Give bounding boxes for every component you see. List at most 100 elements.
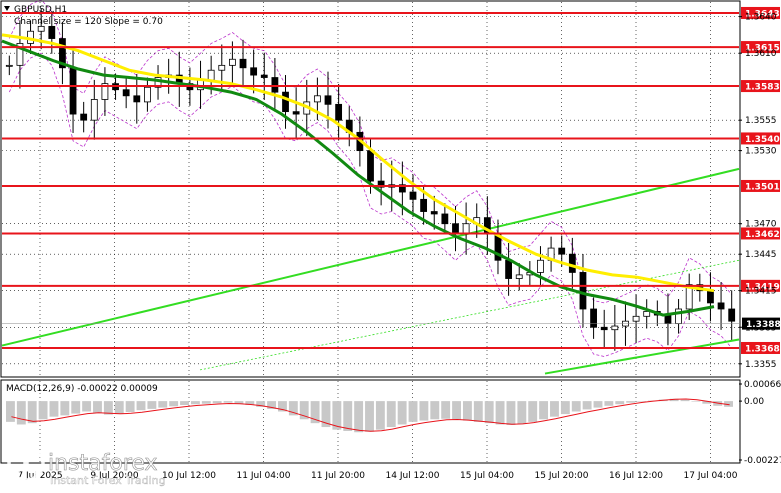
macd-bar <box>332 401 342 430</box>
time-axis-labels: 7 Jul 2025 9 Jul 20:00 10 Jul 12:00 11 Jul … <box>17 471 737 481</box>
candle-body <box>643 311 651 317</box>
candle-body <box>101 83 109 100</box>
candle-body <box>282 91 289 113</box>
macd-bar <box>169 401 179 407</box>
candle-body <box>207 69 215 81</box>
macd-bar <box>626 401 636 403</box>
macd-bar <box>299 401 309 420</box>
macd-bar <box>604 401 614 406</box>
macd-plot-frame <box>0 379 741 464</box>
price-tick-label: 1.3415 <box>745 287 777 297</box>
macd-bar <box>517 401 527 424</box>
candle-body <box>420 198 428 212</box>
time-tick-label: 11 Jul 20:00 <box>311 471 365 481</box>
candle-body <box>600 326 608 331</box>
macd-bar <box>691 401 701 402</box>
candle-body <box>579 272 587 310</box>
macd-header: MACD(12,26,9) -0.00022 0.00009 <box>6 384 158 394</box>
channel-lower-line <box>544 338 740 375</box>
macd-bar <box>484 401 494 424</box>
time-tick-label: 14 Jul 12:00 <box>386 471 440 481</box>
instaforex-watermark: instaforex Instant Forex Trading <box>7 444 166 487</box>
macd-bar <box>180 401 189 406</box>
candle-body <box>335 103 343 121</box>
candle-body <box>292 111 300 115</box>
macd-bar <box>16 401 26 425</box>
logo-slash-2 <box>13 450 39 476</box>
macd-bar <box>38 401 48 420</box>
macd-bar <box>637 401 646 402</box>
level-label: 1.3419 <box>745 282 780 292</box>
macd-tick-label: 0.00 <box>744 397 764 407</box>
macd-bar <box>452 401 461 420</box>
macd-bar <box>256 401 266 407</box>
candle-body <box>430 211 438 215</box>
candle-body <box>228 58 236 66</box>
price-tick-label: 1.3610 <box>745 49 777 59</box>
time-tick-label: 15 Jul 20:00 <box>535 471 589 481</box>
macd-bar <box>550 401 559 417</box>
macd-bar <box>462 401 472 421</box>
candle-body <box>48 25 56 39</box>
macd-bar <box>354 401 364 433</box>
macd-bar <box>212 401 222 404</box>
instaforex-logo-icon <box>7 444 45 482</box>
current-price-label: 1.3388 <box>746 320 781 330</box>
candle-body <box>611 325 619 331</box>
candle-body <box>324 95 332 105</box>
macd-bar <box>27 401 37 424</box>
macd-bar <box>71 401 81 414</box>
macd-bar <box>343 401 353 431</box>
candlesticks <box>5 8 736 351</box>
macd-bar <box>441 401 451 419</box>
envelope-lower <box>8 52 733 357</box>
macd-bar <box>114 401 124 415</box>
macd-bar <box>419 401 429 421</box>
candle-body <box>260 74 268 78</box>
candle-body <box>515 274 523 279</box>
macd-bar <box>397 401 407 425</box>
level-label-box <box>741 341 780 354</box>
level-label: 1.3501 <box>745 182 780 192</box>
symbol-menu-icon[interactable] <box>4 6 10 11</box>
macd-bar <box>103 401 113 415</box>
level-label-box <box>741 41 780 54</box>
candle-body <box>80 113 88 121</box>
candle-body <box>271 77 279 93</box>
candle-body <box>558 247 566 255</box>
candle-body <box>133 95 141 103</box>
candle-body <box>5 64 13 67</box>
candle-body <box>452 223 459 234</box>
macd-bar <box>680 399 690 402</box>
candle-body <box>717 302 725 310</box>
macd-bar <box>408 401 418 422</box>
macd-bar <box>125 401 135 413</box>
regression-channel <box>1 167 740 375</box>
symbol-header: GBPUSD,H1 <box>14 5 67 15</box>
candle-body <box>441 213 449 225</box>
candle-body <box>568 253 576 273</box>
level-label-box <box>741 6 780 19</box>
price-tick-label: 1.3530 <box>745 147 777 157</box>
macd-signal-line <box>11 398 730 432</box>
price-tick-label: 1.3355 <box>745 360 777 370</box>
macd-bar <box>375 401 385 430</box>
price-tick-label: 1.3555 <box>745 116 777 126</box>
moving-averages <box>1 33 715 317</box>
level-label-box <box>741 179 780 192</box>
candle-body <box>398 184 406 193</box>
macd-bar <box>724 401 733 407</box>
candle-body <box>462 223 470 234</box>
macd-bar <box>528 401 538 422</box>
candle-body <box>537 259 544 273</box>
level-label: 1.3540 <box>745 135 780 145</box>
macd-bar <box>506 401 516 425</box>
level-label: 1.3462 <box>745 230 780 240</box>
candle-body <box>590 308 597 328</box>
macd-bar <box>539 401 549 420</box>
level-label: 1.3583 <box>745 83 780 93</box>
candle-body <box>707 290 714 304</box>
channel-mid-line <box>1 167 740 347</box>
